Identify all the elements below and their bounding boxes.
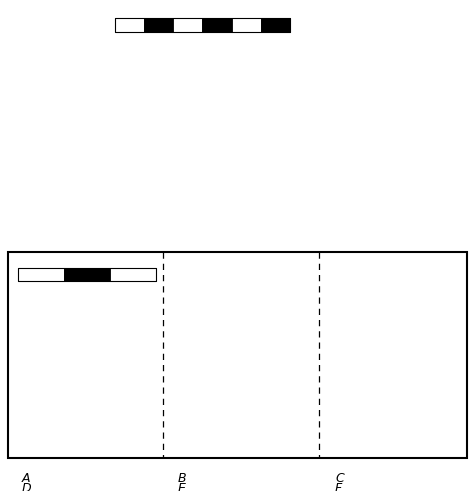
Text: B: B	[178, 472, 187, 485]
Bar	[115, 18, 290, 32]
Bar	[261, 18, 290, 32]
Bar	[18, 268, 156, 281]
Bar	[144, 18, 173, 32]
Bar	[8, 252, 467, 458]
Bar	[173, 18, 202, 32]
Text: E: E	[178, 482, 186, 491]
Bar	[115, 18, 144, 32]
Text: D: D	[22, 482, 32, 491]
Text: C: C	[335, 472, 344, 485]
Bar	[64, 268, 110, 281]
Bar	[110, 268, 156, 281]
Text: A: A	[22, 472, 30, 485]
Bar	[18, 268, 64, 281]
Text: F: F	[335, 482, 342, 491]
Bar	[232, 18, 261, 32]
Bar	[202, 18, 232, 32]
